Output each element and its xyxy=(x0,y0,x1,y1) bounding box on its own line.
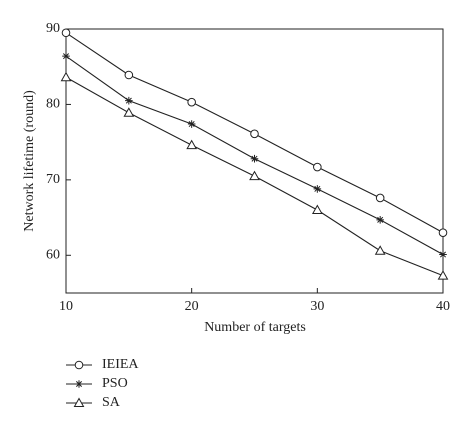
legend-label: SA xyxy=(102,395,121,410)
data-point xyxy=(60,71,72,82)
x-tick-label: 30 xyxy=(310,299,324,314)
data-point xyxy=(311,204,323,215)
data-point xyxy=(376,216,384,224)
legend-label: PSO xyxy=(102,376,128,391)
x-tick-label: 20 xyxy=(185,299,199,314)
data-point xyxy=(313,185,322,193)
y-tick-label: 80 xyxy=(46,97,60,112)
data-point xyxy=(375,193,385,203)
data-point xyxy=(187,120,196,128)
data-point xyxy=(439,250,447,259)
y-tick-label: 60 xyxy=(46,248,60,263)
data-point xyxy=(125,96,133,105)
y-tick-label: 90 xyxy=(46,21,60,36)
data-point xyxy=(313,162,322,172)
legend-label: IEIEA xyxy=(102,357,139,372)
data-point xyxy=(250,154,259,163)
data-point xyxy=(374,245,386,255)
legend-marker xyxy=(75,380,83,388)
data-point xyxy=(249,170,260,181)
data-point xyxy=(187,97,196,107)
data-point xyxy=(123,107,135,117)
data-point xyxy=(124,70,134,80)
y-axis-label: Network lifetime (round) xyxy=(22,90,37,232)
data-point xyxy=(62,52,70,60)
plot-frame xyxy=(65,28,444,294)
data-point xyxy=(437,270,449,280)
data-point xyxy=(438,228,448,237)
data-point xyxy=(61,28,71,38)
legend-marker xyxy=(74,360,84,370)
data-point xyxy=(186,139,198,150)
data-point xyxy=(250,129,259,139)
x-axis-label: Number of targets xyxy=(204,320,306,335)
legend-marker xyxy=(73,397,85,407)
x-tick-label: 10 xyxy=(59,299,73,314)
x-tick-label: 40 xyxy=(436,299,450,314)
y-tick-label: 70 xyxy=(46,172,60,187)
